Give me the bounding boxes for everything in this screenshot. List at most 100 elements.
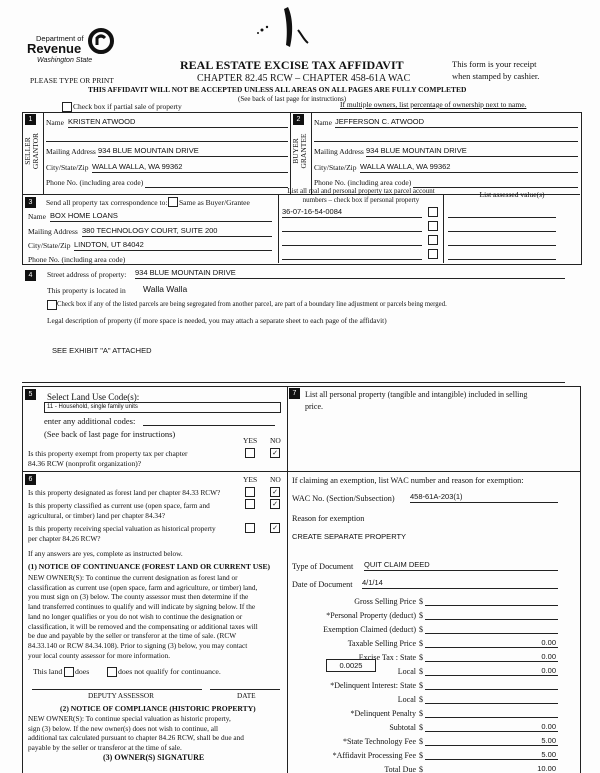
street-address-field[interactable]: 934 BLUE MOUNTAIN DRIVE xyxy=(135,268,565,279)
seller-mailing-field[interactable]: 934 BLUE MOUNTAIN DRIVE xyxy=(98,146,288,157)
date-label: DATE xyxy=(237,691,256,700)
currency-symbol: $ xyxy=(419,653,423,662)
correspondence-name-field[interactable]: BOX HOME LOANS xyxy=(50,211,272,222)
seller-name-field[interactable]: KRISTEN ATWOOD xyxy=(68,117,288,128)
see-back-note: (See back of last page for instructions) xyxy=(44,429,176,439)
does-qualify-checkbox[interactable] xyxy=(64,667,74,677)
correspondence-mailing-field[interactable]: 380 TECHNOLOGY COURT, SUITE 200 xyxy=(82,226,272,237)
send-label: Send all property tax correspondence to: xyxy=(46,198,168,207)
historic-question: Is this property receiving special valua… xyxy=(28,524,216,533)
seller-phone-field[interactable] xyxy=(145,177,288,188)
currency-symbol: $ xyxy=(419,723,423,732)
exempt-question-2: 84.36 RCW (nonprofit organization)? xyxy=(28,459,142,468)
current-use-question-2: agricultural, or timber) land per chapte… xyxy=(28,511,165,520)
fee-value-field[interactable] xyxy=(425,610,558,620)
multiple-owners-note: If multiple owners, list percentage of o… xyxy=(340,100,527,109)
fee-value-field[interactable] xyxy=(425,694,558,704)
legal-description-value[interactable]: SEE EXHIBIT "A" ATTACHED xyxy=(52,346,152,355)
parcel-number-field[interactable] xyxy=(282,235,422,246)
fee-value-field[interactable]: 5.00 xyxy=(425,750,558,760)
assessed-value-field[interactable] xyxy=(448,207,556,218)
fee-label: *Personal Property (deduct) xyxy=(326,611,416,620)
personal-property-checkbox[interactable] xyxy=(428,207,438,217)
assessed-value-field[interactable] xyxy=(448,249,556,260)
same-as-buyer-checkbox[interactable] xyxy=(168,197,178,207)
dor-logo-mark-icon xyxy=(88,28,114,54)
fee-value-field[interactable]: 0.00 xyxy=(425,652,558,662)
partial-sale-label: Check box if partial sale of property xyxy=(73,102,182,111)
does-not-label: does not qualify for continuance. xyxy=(118,667,221,676)
handwritten-mark xyxy=(257,7,309,47)
current-use-no-checkbox[interactable]: ✓ xyxy=(270,499,280,509)
segregated-label: Check box if any of the listed parcels a… xyxy=(57,301,447,308)
section-number: 1 xyxy=(25,114,36,125)
current-use-yes-checkbox[interactable] xyxy=(245,499,255,509)
seller-name-line2[interactable] xyxy=(46,131,288,142)
parcel-number-field[interactable] xyxy=(282,249,422,260)
owner-signature-title: (3) OWNER(S) SIGNATURE xyxy=(103,753,205,762)
buyer-name-field[interactable]: JEFFERSON C. ATWOOD xyxy=(335,117,578,128)
segregated-checkbox[interactable] xyxy=(47,300,57,310)
forest-no-checkbox[interactable]: ✓ xyxy=(270,487,280,497)
assessed-value-field[interactable] xyxy=(448,235,556,246)
personal-property-checkbox[interactable] xyxy=(428,235,438,245)
buyer-phone-field[interactable] xyxy=(413,177,578,188)
fee-label: *Delinquent Penalty xyxy=(350,709,416,718)
exemption-claim-label: If claiming an exemption, list WAC numbe… xyxy=(292,476,524,485)
please-type: PLEASE TYPE OR PRINT xyxy=(30,76,114,85)
buyer-mailing-field[interactable]: 934 BLUE MOUNTAIN DRIVE xyxy=(366,146,578,157)
exempt-yes-checkbox[interactable] xyxy=(245,448,255,458)
seller-city-field[interactable]: WALLA WALLA, WA 99362 xyxy=(92,162,288,173)
parcel-header-1: List all real and personal property tax … xyxy=(287,187,435,195)
personal-property-checkbox[interactable] xyxy=(428,221,438,231)
fee-value-field[interactable]: 10.00 xyxy=(425,764,558,773)
forest-land-question: Is this property designated as forest la… xyxy=(28,488,221,497)
buyer-city-field[interactable]: WALLA WALLA, WA 99362 xyxy=(360,162,578,173)
fee-value-field[interactable] xyxy=(425,708,558,718)
fee-label: *State Technology Fee xyxy=(342,737,416,746)
currency-symbol: $ xyxy=(419,597,423,606)
additional-codes-field[interactable] xyxy=(143,415,275,426)
wac-field[interactable]: 458-61A-203(1) xyxy=(410,492,558,503)
personal-property-checkbox[interactable] xyxy=(428,249,438,259)
street-label: Street address of property: xyxy=(47,270,127,279)
if-yes-note: If any answers are yes, complete as inst… xyxy=(28,549,183,558)
local-rate-field[interactable]: 0.0025 xyxy=(326,659,376,672)
correspondence-city-field[interactable]: LINDTON, UT 84042 xyxy=(74,240,272,251)
yes-header: YES xyxy=(243,475,258,484)
exempt-no-checkbox[interactable]: ✓ xyxy=(270,448,280,458)
section-number: 5 xyxy=(25,389,36,400)
currency-symbol: $ xyxy=(419,737,423,746)
fee-value-field[interactable]: 0.00 xyxy=(425,666,558,676)
continuance-text: NEW OWNER(S): To continue the current de… xyxy=(28,573,258,660)
fee-value-field[interactable]: 5.00 xyxy=(425,736,558,746)
fee-value-field[interactable] xyxy=(425,680,558,690)
legal-description-label: Legal description of property (if more s… xyxy=(47,316,387,325)
logo-line1: Department of xyxy=(36,34,84,43)
additional-codes-label: enter any additional codes: xyxy=(44,416,136,426)
fee-label: *Delinquent Interest: State xyxy=(330,681,416,690)
fee-value-field[interactable] xyxy=(425,624,558,634)
parcel-number-field[interactable]: 36-07-16-54-0084 xyxy=(282,207,422,218)
fee-label: Gross Selling Price xyxy=(354,597,416,606)
land-use-code-select[interactable]: 11 - Household, single family units xyxy=(44,402,281,413)
fee-value-field[interactable]: 0.00 xyxy=(425,638,558,648)
partial-sale-checkbox[interactable] xyxy=(62,102,72,112)
forest-yes-checkbox[interactable] xyxy=(245,487,255,497)
doc-date-field[interactable]: 4/1/14 xyxy=(362,578,558,589)
reason-value[interactable]: CREATE SEPARATE PROPERTY xyxy=(292,532,407,541)
fee-label: Taxable Selling Price xyxy=(347,639,416,648)
fee-label: Local xyxy=(397,667,416,676)
parcel-number-field[interactable] xyxy=(282,221,422,232)
buyer-name-line2[interactable] xyxy=(314,131,578,142)
yes-header: YES xyxy=(243,436,258,445)
doc-type-field[interactable]: QUIT CLAIM DEED xyxy=(364,560,558,571)
historic-no-checkbox[interactable]: ✓ xyxy=(270,523,280,533)
fee-value-field[interactable] xyxy=(425,596,558,606)
historic-yes-checkbox[interactable] xyxy=(245,523,255,533)
correspondence-phone-field[interactable] xyxy=(128,254,272,265)
fee-value-field[interactable]: 0.00 xyxy=(425,722,558,732)
name-label: Name xyxy=(314,118,332,127)
assessed-value-field[interactable] xyxy=(448,221,556,232)
does-not-qualify-checkbox[interactable] xyxy=(107,667,117,677)
